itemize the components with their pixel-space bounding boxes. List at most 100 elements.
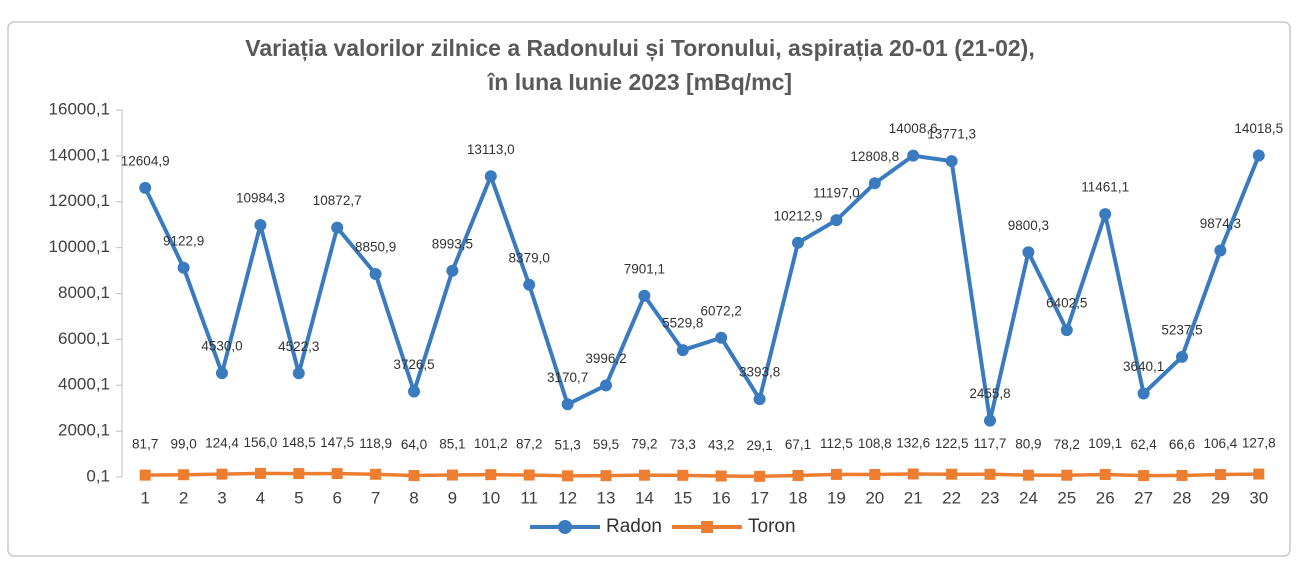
point <box>1099 468 1111 480</box>
point <box>446 469 458 481</box>
data-label: 51,3 <box>554 437 580 452</box>
point <box>254 219 267 232</box>
data-label: 10872,7 <box>313 193 362 208</box>
x-tick-label: 21 <box>904 488 923 507</box>
x-tick-label: 28 <box>1173 488 1192 507</box>
point <box>177 261 190 274</box>
y-tick-label: 0,1 <box>86 466 110 485</box>
data-label: 12604,9 <box>121 153 170 168</box>
data-label: 13113,0 <box>467 142 515 157</box>
data-label: 109,1 <box>1088 436 1122 451</box>
point <box>292 367 305 380</box>
y-tick-label: 2000,1 <box>58 421 110 440</box>
x-tick-label: 18 <box>789 488 808 507</box>
point <box>484 170 497 183</box>
data-label: 2455,8 <box>969 386 1010 401</box>
x-tick-label: 26 <box>1096 488 1115 507</box>
data-label: 7901,1 <box>624 261 665 276</box>
point <box>676 344 689 357</box>
data-label: 14018,5 <box>1234 121 1283 136</box>
data-label: 108,8 <box>858 436 892 451</box>
point <box>408 385 420 398</box>
x-tick-label: 6 <box>332 488 341 507</box>
y-tick-label: 4000,1 <box>58 375 110 394</box>
x-tick-label: 7 <box>371 488 380 507</box>
data-label: 12808,8 <box>850 149 899 164</box>
data-label: 124,4 <box>205 436 239 451</box>
data-label: 59,5 <box>593 437 619 452</box>
point <box>830 468 842 480</box>
x-tick-label: 16 <box>712 488 731 507</box>
point <box>754 470 766 482</box>
series-line <box>145 471 1259 479</box>
data-label: 10212,9 <box>774 208 823 223</box>
data-label: 101,2 <box>474 436 508 451</box>
point <box>331 221 344 234</box>
point <box>139 469 151 481</box>
x-tick-label: 3 <box>217 488 226 507</box>
point <box>984 468 996 480</box>
data-label: 106,4 <box>1204 436 1238 451</box>
data-label: 4530,0 <box>201 339 242 354</box>
point <box>561 398 574 411</box>
data-label: 73,3 <box>670 437 696 452</box>
data-label: 66,6 <box>1169 437 1195 452</box>
data-label: 79,2 <box>631 437 657 452</box>
point <box>446 264 459 277</box>
data-label: 9122,9 <box>163 233 204 248</box>
series-line <box>143 153 1261 423</box>
point <box>216 468 228 480</box>
data-label: 8993,5 <box>432 236 473 251</box>
x-tick-label: 25 <box>1057 488 1076 507</box>
x-tick-label: 2 <box>179 488 188 507</box>
point <box>600 379 612 392</box>
point <box>1022 246 1035 259</box>
data-label: 148,5 <box>282 435 316 450</box>
y-tick-label: 12000,1 <box>49 191 110 210</box>
x-tick-label: 29 <box>1211 488 1230 507</box>
data-label: 3170,7 <box>547 370 588 385</box>
data-label: 3640,1 <box>1123 359 1164 374</box>
y-tick-label: 16000,1 <box>49 99 110 118</box>
data-label: 156,0 <box>244 435 278 450</box>
data-label: 14008,6 <box>889 121 938 136</box>
chart-frame <box>7 21 1291 557</box>
point <box>408 470 420 482</box>
point <box>677 469 689 481</box>
data-label: 64,0 <box>401 437 427 452</box>
point <box>1099 208 1112 221</box>
point <box>792 236 804 249</box>
data-label: 8379,0 <box>509 250 550 265</box>
legend-label: Radon <box>606 516 662 537</box>
data-label: 11197,0 <box>813 186 860 201</box>
point <box>946 468 958 480</box>
data-label: 5529,8 <box>662 316 703 331</box>
y-tick-label: 8000,1 <box>58 283 110 302</box>
point <box>293 468 305 480</box>
legend-label: Toron <box>748 516 796 537</box>
point <box>331 468 343 480</box>
data-label: 118,9 <box>359 436 392 451</box>
point <box>523 278 536 291</box>
data-label: 99,0 <box>170 436 196 451</box>
data-label: 13771,3 <box>927 127 976 142</box>
point <box>715 470 727 482</box>
point <box>1061 469 1073 481</box>
point <box>1214 244 1227 257</box>
x-tick-label: 11 <box>520 488 538 507</box>
data-label: 43,2 <box>708 438 734 453</box>
point <box>139 181 152 194</box>
data-label: 87,2 <box>516 437 542 452</box>
data-label: 81,7 <box>132 437 158 452</box>
data-label: 80,9 <box>1015 437 1041 452</box>
point <box>638 289 651 302</box>
point <box>523 469 535 481</box>
x-tick-label: 13 <box>597 488 616 507</box>
data-label: 5237,5 <box>1161 322 1202 337</box>
point <box>369 267 382 280</box>
data-label: 6072,2 <box>701 303 742 318</box>
point <box>562 470 574 482</box>
data-label: 67,1 <box>785 437 811 452</box>
x-tick-label: 30 <box>1249 488 1268 507</box>
